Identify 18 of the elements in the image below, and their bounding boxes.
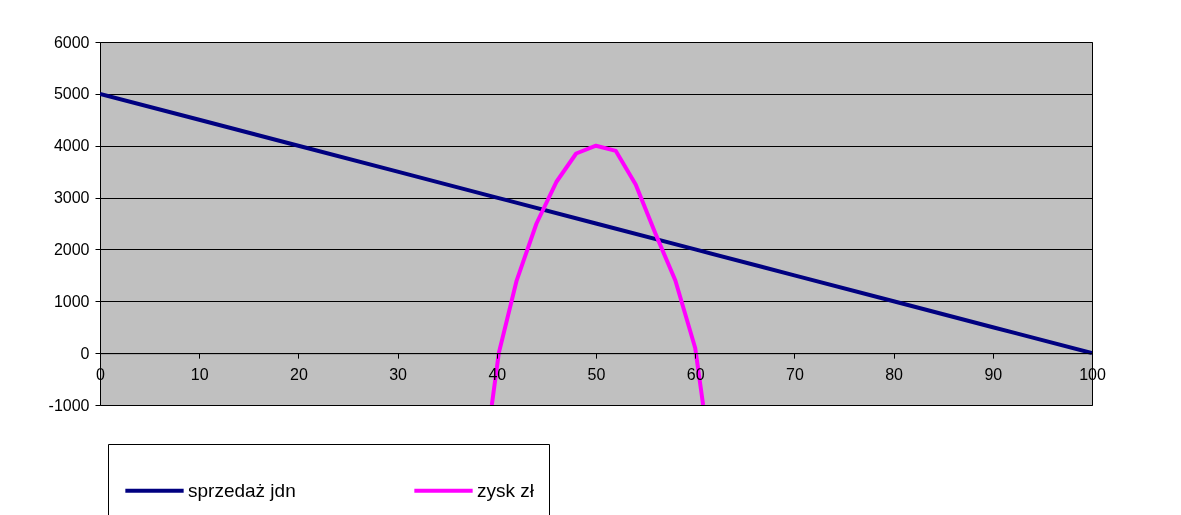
y-tick-label: 1000 — [53, 292, 90, 310]
line-series — [489, 143, 706, 405]
x-tick-label: 50 — [587, 365, 606, 383]
y-tick-label: -1000 — [48, 396, 90, 414]
y-tick-label: 5000 — [53, 85, 90, 103]
y-tick-label: 3000 — [53, 189, 90, 207]
y-tick-label: 4000 — [53, 137, 90, 155]
x-tick-label: 80 — [885, 365, 904, 383]
x-tick-label: 30 — [389, 365, 408, 383]
x-tick-label: 20 — [290, 365, 308, 383]
y-tick-label: 6000 — [53, 33, 90, 51]
legend-label: zysk zł — [477, 479, 535, 501]
y-tick-label: 0 — [80, 344, 90, 362]
x-tick-label: 70 — [786, 365, 804, 383]
x-tick-label: 10 — [190, 365, 209, 383]
y-tick-label: 2000 — [53, 240, 90, 258]
x-tick-label: 90 — [984, 365, 1003, 383]
legend-label: sprzedaż jdn — [188, 479, 296, 501]
